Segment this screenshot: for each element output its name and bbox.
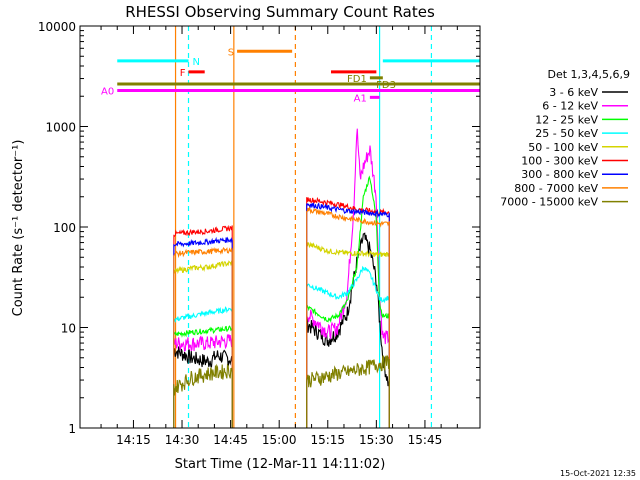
legend-label-300-800-kev: 300 - 800 keV	[521, 168, 598, 181]
legend-label-12-25-kev: 12 - 25 keV	[535, 113, 598, 126]
flag-label-f: F	[180, 68, 186, 79]
legend-label-3-6-kev: 3 - 6 keV	[549, 86, 598, 99]
plot-area	[173, 26, 433, 428]
x-tick-label-1445: 14:45	[213, 433, 248, 447]
series-3-6-kev-pre	[173, 346, 233, 428]
plot-frame	[79, 25, 481, 429]
x-tick-label-1430: 14:30	[165, 433, 200, 447]
y-tick-label-10000: 10000	[38, 20, 76, 34]
x-tick-label-1515: 15:15	[310, 433, 345, 447]
series-300-800-kev-post	[306, 202, 390, 428]
flag-label-n: N	[193, 57, 200, 68]
flag-label-fd3: FD3	[376, 80, 396, 91]
series-25-50-kev-post	[306, 265, 390, 428]
legend-label-800-7000-kev: 800 - 7000 keV	[514, 182, 598, 195]
series-3-6-kev-post	[306, 232, 390, 428]
legend-label-6-12-kev: 6 - 12 keV	[542, 100, 598, 113]
legend-label-7000-15000-kev: 7000 - 15000 keV	[500, 196, 598, 209]
series-7000-15000-kev-pre	[173, 363, 233, 428]
y-tick-label-10: 10	[61, 322, 76, 336]
series-6-12-kev-pre	[173, 334, 233, 428]
chart-title: RHESSI Observing Summary Count Rates	[125, 3, 435, 21]
series-50-100-kev-post	[306, 241, 390, 428]
axes: 1 10 100 1000 10000 14:15 14:30 14:45 15:00 15:15…	[38, 20, 481, 447]
x-tick-label-1545: 15:45	[408, 433, 443, 447]
flag-label-a1: A1	[354, 93, 367, 104]
series-50-100-kev-pre	[173, 260, 233, 428]
series-6-12-kev-post	[306, 128, 390, 428]
series-12-25-kev-pre	[173, 325, 233, 428]
x-axis-label: Start Time (12-Mar-11 14:11:02)	[175, 457, 386, 472]
x-tick-label-1500: 15:00	[262, 433, 297, 447]
footer-timestamp: 15-Oct-2021 12:35	[560, 469, 636, 478]
flag-label-a0: A0	[101, 87, 114, 98]
legend-title: Det 1,3,4,5,6,9	[547, 68, 630, 81]
series-800-7000-kev-pre	[173, 246, 233, 428]
series-800-7000-kev-post	[306, 206, 390, 428]
legend-label-25-50-kev: 25 - 50 keV	[535, 127, 598, 140]
legend-label-50-100-kev: 50 - 100 keV	[528, 141, 598, 154]
y-tick-label-1: 1	[68, 422, 76, 436]
x-tick-label-1415: 14:15	[116, 433, 151, 447]
flag-label-fd1: FD1	[347, 74, 367, 85]
series-100-300-kev-pre	[173, 224, 233, 428]
y-axis-label: Count Rate (s⁻¹ detector⁻¹)	[11, 140, 26, 317]
x-tick-label-1530: 15:30	[359, 433, 394, 447]
series-7000-15000-kev-post	[306, 354, 390, 428]
y-tick-label-1000: 1000	[45, 121, 76, 135]
series-300-800-kev-pre	[173, 236, 233, 428]
instrument-flags: N S F FD1 FD3 A0 A1	[101, 47, 480, 104]
flag-label-s: S	[228, 47, 234, 58]
series-25-50-kev-pre	[173, 306, 233, 428]
legend-label-100-300-kev: 100 - 300 keV	[521, 155, 598, 168]
y-tick-label-100: 100	[53, 221, 76, 235]
series-12-25-kev-post	[306, 175, 390, 428]
